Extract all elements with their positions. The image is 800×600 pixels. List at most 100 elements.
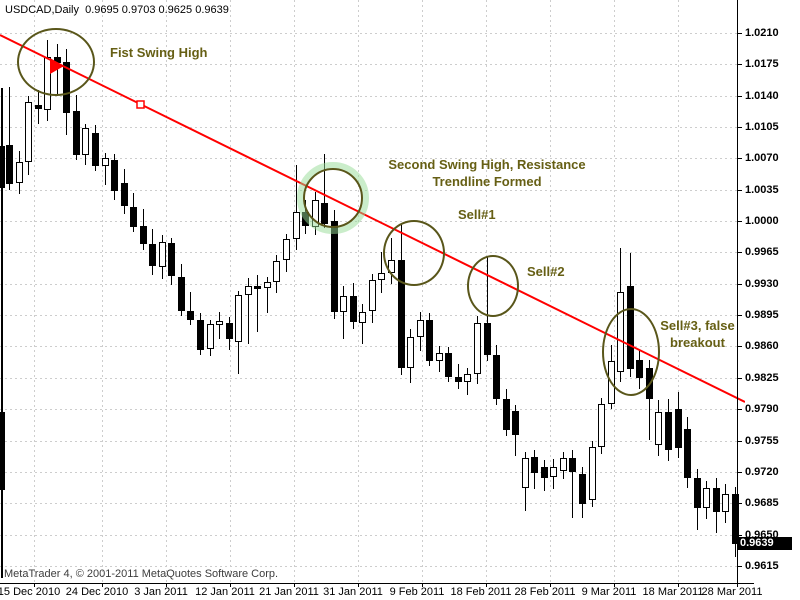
candle-body bbox=[293, 212, 300, 239]
price-axis-label: 1.0035 bbox=[745, 184, 779, 196]
price-axis-label: 1.0210 bbox=[745, 27, 779, 39]
price-axis-tick bbox=[737, 346, 742, 347]
vertical-gridline bbox=[358, 0, 359, 583]
candle-body bbox=[102, 158, 109, 166]
time-axis-label: 15 Dec 2010 bbox=[0, 586, 61, 598]
candle-body bbox=[359, 312, 366, 323]
candle-body bbox=[655, 412, 662, 445]
price-axis-label: 1.0175 bbox=[745, 58, 779, 70]
ohlc-quotes-label: 0.9695 0.9703 0.9625 0.9639 bbox=[85, 4, 229, 16]
candle-body bbox=[713, 488, 720, 512]
price-axis-line bbox=[737, 0, 738, 583]
time-axis-tick bbox=[614, 583, 615, 587]
price-axis-tick bbox=[737, 315, 742, 316]
time-axis-label: 3 Jan 2011 bbox=[134, 586, 188, 598]
circle-glow bbox=[297, 162, 369, 234]
price-axis-label: 0.9615 bbox=[745, 560, 779, 572]
copyright-text: MetaTrader 4, © 2001-2011 MetaQuotes Sof… bbox=[4, 568, 279, 580]
second-swing-high-label[interactable]: Second Swing High, Resistance Trendline F… bbox=[388, 157, 586, 189]
price-axis-label: 0.9895 bbox=[745, 309, 779, 321]
candle-body bbox=[407, 337, 414, 368]
candle-body bbox=[665, 412, 672, 450]
time-axis-tick bbox=[678, 583, 679, 587]
candle-body bbox=[73, 111, 80, 155]
candle-body bbox=[722, 494, 729, 512]
price-axis-tick bbox=[737, 503, 742, 504]
horizontal-gridline bbox=[0, 409, 737, 410]
time-axis-label: 28 Feb 2011 bbox=[514, 586, 576, 598]
sell1-label[interactable]: Sell#1 bbox=[458, 207, 496, 222]
sell2-label[interactable]: Sell#2 bbox=[527, 264, 565, 279]
candle-body bbox=[6, 145, 13, 184]
chart-plot-area[interactable]: Fist Swing High Second Swing High, Resist… bbox=[0, 0, 745, 583]
candle-body bbox=[140, 226, 147, 244]
time-axis-label: 24 Dec 2010 bbox=[65, 586, 129, 598]
candle-body bbox=[598, 404, 605, 447]
price-axis-tick bbox=[737, 409, 742, 410]
vertical-gridline bbox=[678, 0, 679, 583]
time-axis-label: 21 Jan 2011 bbox=[259, 586, 319, 598]
horizontal-gridline bbox=[0, 33, 737, 34]
price-axis-tick bbox=[737, 127, 742, 128]
price-axis-label: 1.0000 bbox=[745, 215, 779, 227]
price-axis-label: 0.9685 bbox=[745, 497, 779, 509]
time-axis-tick bbox=[230, 583, 231, 587]
price-axis-label: 0.9860 bbox=[745, 340, 779, 352]
horizontal-gridline bbox=[0, 252, 737, 253]
time-axis-tick bbox=[550, 583, 551, 587]
price-axis-tick bbox=[737, 284, 742, 285]
price-axis-label: 0.9650 bbox=[745, 529, 779, 541]
candle-body bbox=[216, 321, 223, 325]
trendline-anchor-square bbox=[136, 100, 145, 109]
candle-body bbox=[168, 243, 175, 276]
candle-body bbox=[493, 355, 500, 399]
first-swing-high-label[interactable]: Fist Swing High bbox=[110, 45, 208, 60]
horizontal-gridline bbox=[0, 96, 737, 97]
candle-body bbox=[178, 277, 185, 311]
vertical-gridline bbox=[422, 0, 423, 583]
time-axis-label: 18 Mar 2011 bbox=[642, 586, 704, 598]
candle-wick bbox=[343, 286, 344, 339]
candle-body bbox=[522, 458, 529, 488]
vertical-gridline bbox=[294, 0, 295, 583]
price-axis-label: 0.9965 bbox=[745, 246, 779, 258]
candle-body bbox=[436, 353, 443, 361]
vertical-gridline bbox=[166, 0, 167, 583]
sell3-circle[interactable] bbox=[602, 308, 660, 396]
horizontal-gridline bbox=[0, 472, 737, 473]
candle-body bbox=[484, 323, 491, 355]
candle-body bbox=[589, 447, 596, 500]
price-axis-tick bbox=[737, 158, 742, 159]
sell3-label[interactable]: Sell#3, false breakout bbox=[660, 318, 735, 350]
sell1-circle[interactable] bbox=[383, 220, 445, 286]
second-swing-high-circle[interactable] bbox=[303, 168, 363, 228]
vertical-gridline bbox=[614, 0, 615, 583]
candle-body bbox=[560, 458, 567, 471]
candle-body bbox=[531, 457, 538, 473]
candle-body bbox=[25, 102, 32, 162]
price-axis-label: 1.0070 bbox=[745, 152, 779, 164]
horizontal-gridline bbox=[0, 127, 737, 128]
time-axis-tick bbox=[358, 583, 359, 587]
symbol-period-label: USDCAD,Daily bbox=[5, 4, 79, 16]
sell2-circle[interactable] bbox=[467, 255, 519, 317]
first-swing-high-circle[interactable] bbox=[17, 28, 95, 96]
price-axis-label: 0.9790 bbox=[745, 403, 779, 415]
time-axis-label: 9 Feb 2011 bbox=[389, 586, 445, 598]
candle-body bbox=[245, 286, 252, 295]
candle-body bbox=[694, 478, 701, 508]
candle-body bbox=[331, 221, 338, 312]
vertical-gridline bbox=[102, 0, 103, 583]
current-price-tag: 0.9639 bbox=[738, 537, 792, 550]
candle-body bbox=[426, 320, 433, 361]
partial-candle-fragment bbox=[0, 412, 5, 490]
horizontal-gridline bbox=[0, 503, 737, 504]
candle-body bbox=[130, 207, 137, 227]
time-axis-label: 9 Mar 2011 bbox=[581, 586, 637, 598]
candle-body bbox=[675, 409, 682, 448]
price-axis-tick bbox=[737, 64, 742, 65]
time-axis-tick bbox=[486, 583, 487, 587]
vertical-gridline bbox=[230, 0, 231, 583]
time-axis-label: 28 Mar 2011 bbox=[701, 586, 763, 598]
candle-body bbox=[512, 411, 519, 435]
